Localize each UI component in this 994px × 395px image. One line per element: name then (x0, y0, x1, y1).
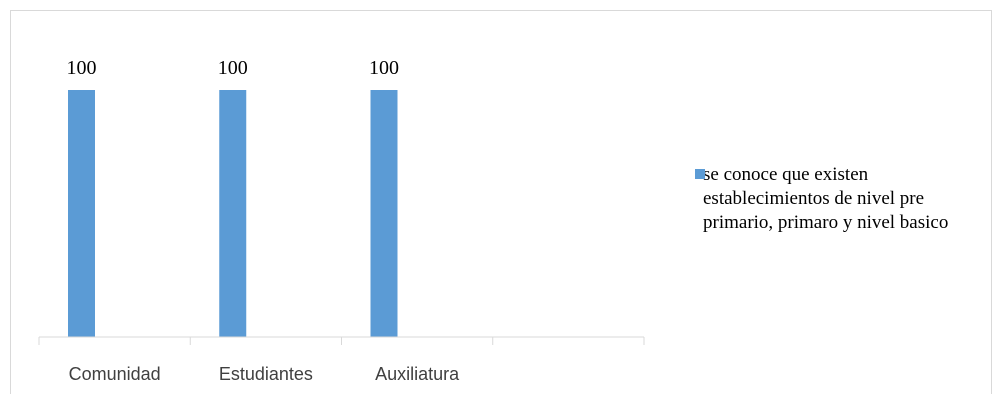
chart-frame: 100 100 100 Comunidad Estudiantes Auxiliatur… (10, 10, 992, 394)
x-tick-label-estudiantes: Estudiantes (219, 364, 313, 384)
legend-swatch (695, 169, 705, 179)
legend-label: se conoce que existen establecimientos d… (703, 164, 949, 233)
x-tick-label-comunidad: Comunidad (69, 364, 161, 384)
data-label-comunidad: 100 (67, 57, 97, 79)
bars-layer (68, 90, 398, 337)
data-label-auxiliatura: 100 (369, 57, 399, 79)
bar-comunidad (68, 90, 95, 337)
x-axis-ticks-layer: Comunidad Estudiantes Auxiliatura (38, 337, 645, 384)
legend: se conoce que existen establecimientos d… (695, 163, 994, 235)
bar-auxiliatura (370, 90, 398, 337)
data-label-estudiantes: 100 (218, 57, 248, 79)
bar-chart: 100 100 100 Comunidad Estudiantes Auxiliatur… (38, 57, 645, 384)
data-labels-layer: 100 100 100 (67, 57, 400, 79)
x-tick-label-auxiliatura: Auxiliatura (375, 364, 460, 384)
bar-estudiantes (219, 90, 247, 337)
